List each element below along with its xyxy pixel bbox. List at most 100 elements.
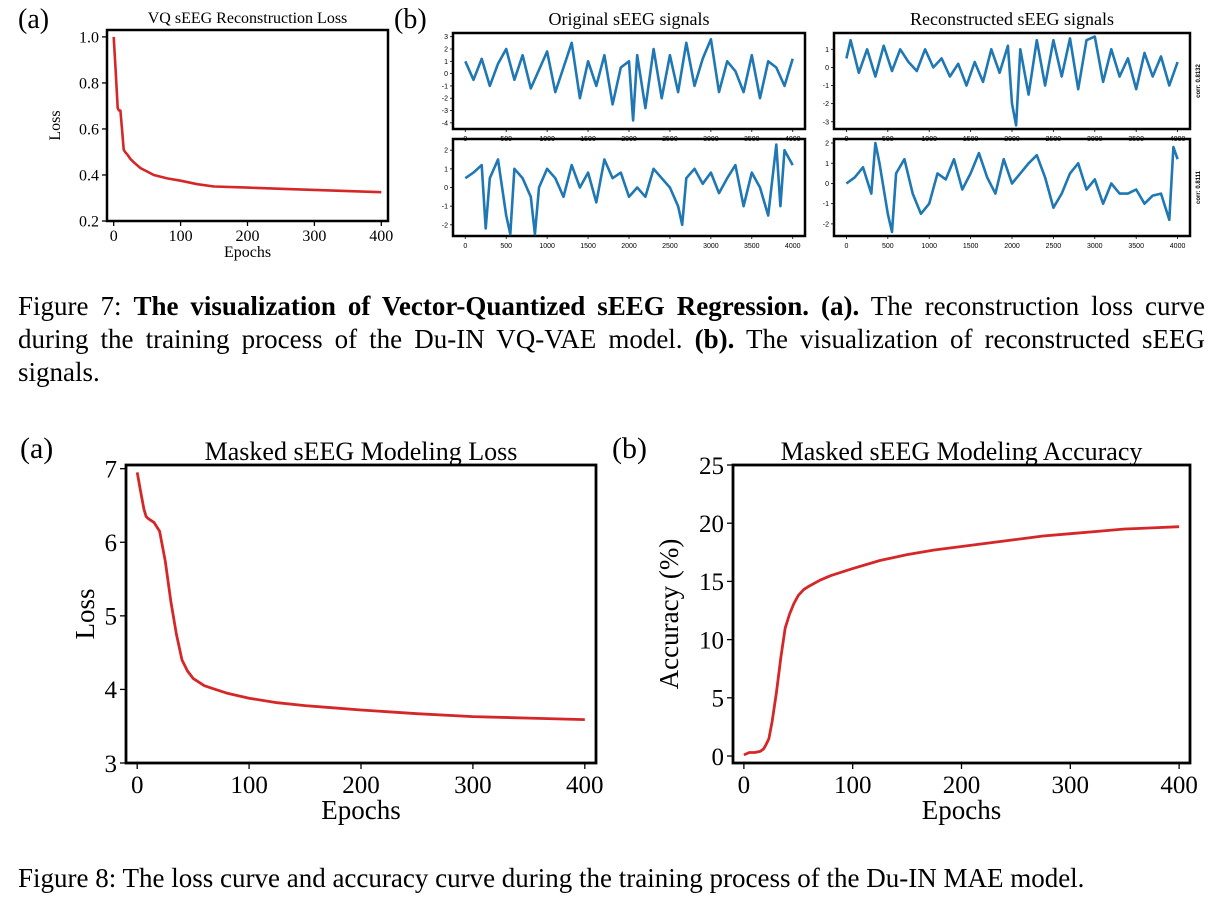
y-tick-label: -4 — [442, 120, 448, 127]
y-axis-label: Loss — [47, 110, 64, 140]
signal-line-reconstructed-channel-2 — [845, 141, 1179, 234]
y-tick-label: 2 — [444, 148, 448, 155]
plot-frame — [731, 463, 1192, 765]
signal-line-original-channel-1 — [464, 37, 794, 122]
x-tick-label: 100 — [834, 772, 872, 799]
x-tick-label: 3500 — [1128, 243, 1144, 250]
y-axis-label: Accuracy (%) — [654, 539, 684, 690]
y-tick-label: 0.4 — [79, 168, 99, 185]
x-tick-label: 2000 — [621, 243, 637, 250]
x-axis-label: Epochs — [922, 795, 1001, 825]
y-tick-label: 0 — [444, 71, 448, 78]
y-tick-label: -2 — [823, 221, 829, 228]
x-tick-label: 4000 — [1170, 243, 1186, 250]
series-line-loss — [112, 36, 382, 194]
x-tick-label: 300 — [1052, 772, 1090, 799]
x-tick-label: 500 — [882, 243, 894, 250]
x-tick-label: 2500 — [1046, 243, 1062, 250]
fig8-panel-b-label: (b) — [612, 432, 647, 465]
signal-line-reconstructed-channel-1 — [845, 35, 1179, 127]
x-tick-label: 0 — [131, 772, 144, 799]
chart-title: Original sEEG signals — [549, 9, 710, 29]
y-tick-label: 5 — [712, 686, 725, 713]
x-tick-label: 3000 — [1087, 243, 1103, 250]
y-tick-label: -3 — [442, 108, 448, 115]
y-tick-label: 1 — [444, 166, 448, 173]
y-tick-label: 0 — [444, 185, 448, 192]
figure7-label: Figure 7: — [18, 291, 122, 321]
chart-title: VQ sEEG Reconstruction Loss — [148, 10, 348, 27]
y-tick-label: -1 — [823, 201, 829, 208]
chart-title: Masked sEEG Modeling Loss — [205, 437, 518, 466]
x-tick-label: 0 — [738, 772, 751, 799]
y-tick-label: -3 — [823, 119, 829, 126]
x-tick-label: 2000 — [1004, 243, 1020, 250]
y-tick-label: 2 — [444, 47, 448, 54]
y-tick-label: 15 — [699, 569, 724, 596]
figure7-part-b-text: The visualization of reconstructed sEEG … — [18, 324, 1206, 387]
y-tick-label: -1 — [442, 204, 448, 211]
y-tick-label: -1 — [823, 83, 829, 90]
series-line-accuracy — [743, 525, 1180, 757]
y-tick-label: 3 — [105, 751, 118, 778]
y-tick-label: 0 — [825, 65, 829, 72]
x-tick-label: 200 — [943, 772, 981, 799]
correlation-label: corr: 0.8111 — [1196, 170, 1202, 204]
x-tick-label: 1500 — [963, 243, 979, 250]
y-tick-label: 20 — [699, 511, 724, 538]
y-tick-label: 1 — [825, 161, 829, 168]
x-tick-label: 3000 — [703, 243, 719, 250]
figure7-caption: Figure 7: The visualization of Vector-Qu… — [18, 290, 1205, 389]
x-tick-label: 3500 — [744, 243, 760, 250]
figure8-caption: Figure 8: The loss curve and accuracy cu… — [18, 863, 1085, 893]
figure7-part-a-label: (a). — [821, 291, 860, 321]
x-tick-label: 2500 — [662, 243, 678, 250]
x-tick-label: 1000 — [921, 243, 937, 250]
fig7-panel-a-label: (a) — [18, 4, 50, 35]
y-tick-label: 25 — [699, 453, 724, 480]
y-tick-label: -2 — [442, 96, 448, 103]
x-tick-label: 0 — [844, 243, 848, 250]
y-tick-label: 0.6 — [79, 122, 99, 139]
y-tick-label: -2 — [823, 101, 829, 108]
x-tick-label: 400 — [369, 228, 393, 245]
figure7-part-a-text: The reconstruction loss curve during the… — [18, 291, 1206, 354]
figure7-part-b-label: (b). — [694, 324, 735, 354]
x-tick-label: 400 — [566, 772, 604, 799]
x-tick-label: 0 — [110, 228, 118, 245]
fig8-panel-a-label: (a) — [20, 432, 54, 465]
x-tick-label: 0 — [463, 243, 467, 250]
x-tick-label: 1500 — [580, 243, 596, 250]
y-axis-label: Loss — [70, 588, 100, 639]
x-tick-label: 4000 — [785, 243, 801, 250]
y-tick-label: 1 — [444, 59, 448, 66]
x-tick-label: 200 — [342, 772, 380, 799]
series-line-loss — [135, 472, 585, 721]
x-tick-label: 200 — [236, 228, 260, 245]
chart-title: Reconstructed sEEG signals — [910, 9, 1114, 29]
y-tick-label: -1 — [442, 83, 448, 90]
x-tick-label: 100 — [169, 228, 193, 245]
figure7-bold-title: The visualization of Vector-Quantized sE… — [133, 291, 810, 321]
x-axis-label: Epochs — [224, 244, 271, 261]
y-tick-label: 0 — [825, 181, 829, 188]
chart-title: Masked sEEG Modeling Accuracy — [781, 437, 1143, 466]
y-tick-label: 1 — [825, 47, 829, 54]
y-tick-label: 6 — [105, 530, 118, 557]
y-tick-label: 0 — [712, 744, 725, 771]
y-tick-label: 3 — [444, 34, 448, 41]
y-tick-label: 2 — [825, 141, 829, 148]
x-tick-label: 300 — [302, 228, 326, 245]
y-tick-label: 1.0 — [79, 30, 99, 47]
correlation-label: corr: 0.8132 — [1196, 64, 1202, 98]
x-axis-label: Epochs — [321, 795, 400, 825]
x-tick-label: 100 — [230, 772, 268, 799]
y-tick-label: 4 — [105, 677, 118, 704]
x-tick-label: 400 — [1160, 772, 1198, 799]
fig7-panel-b-label: (b) — [394, 4, 427, 35]
x-tick-label: 300 — [454, 772, 492, 799]
